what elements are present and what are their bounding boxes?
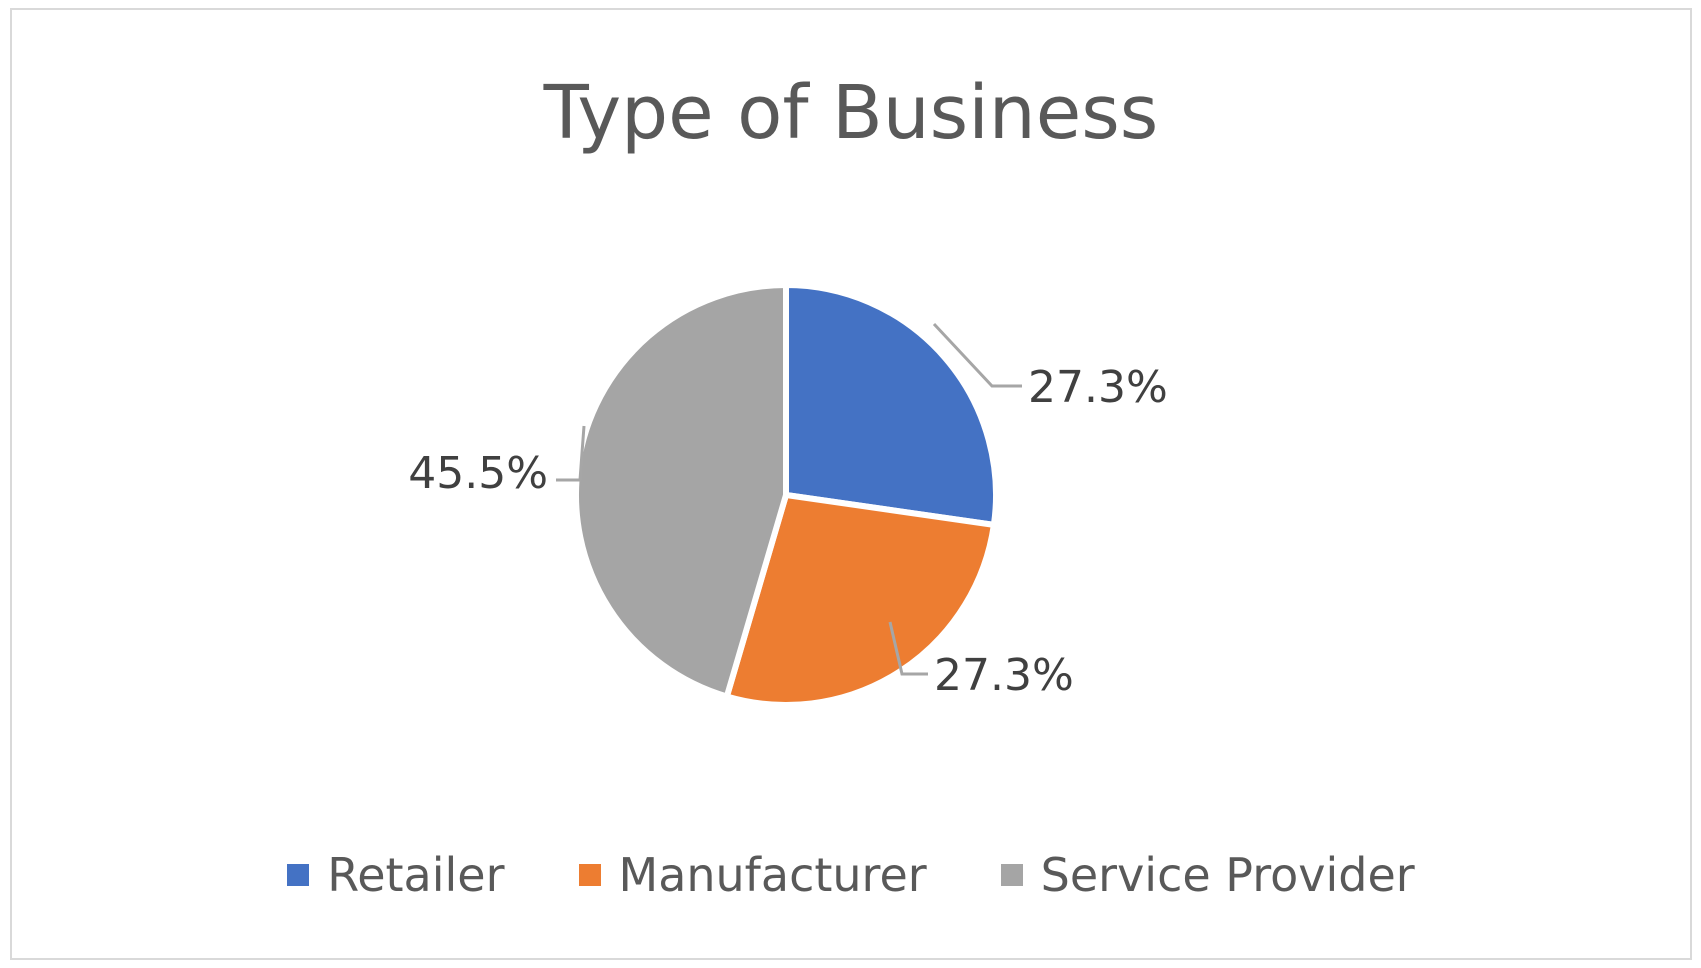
data-label-retailer: 27.3% bbox=[1028, 362, 1168, 413]
legend-label-service-provider: Service Provider bbox=[1040, 848, 1415, 902]
legend-item-manufacturer: Manufacturer bbox=[578, 848, 927, 902]
legend-item-retailer: Retailer bbox=[287, 848, 505, 902]
legend-label-retailer: Retailer bbox=[327, 848, 505, 902]
pie-chart: 27.3% 27.3% 45.5% bbox=[408, 282, 1168, 708]
chart-frame: Type of Business 27.3% 27.3% 45.5% Retaile… bbox=[10, 8, 1692, 960]
legend-swatch-manufacturer bbox=[578, 864, 601, 886]
legend-item-service-provider: Service Provider bbox=[1000, 848, 1415, 902]
pie-slice-manufacturer bbox=[723, 492, 997, 708]
legend-label-manufacturer: Manufacturer bbox=[618, 848, 927, 902]
leader-line-manufacturer bbox=[888, 621, 928, 676]
data-label-service-provider: 45.5% bbox=[408, 448, 548, 499]
pie-slice-retailer bbox=[783, 282, 999, 528]
leader-line-service-provider bbox=[556, 425, 586, 482]
data-label-manufacturer: 27.3% bbox=[934, 650, 1074, 701]
legend: Retailer Manufacturer Service Provider bbox=[12, 848, 1690, 902]
leader-line-retailer bbox=[932, 322, 1022, 388]
legend-swatch-service-provider bbox=[1000, 864, 1023, 886]
chart-title: Type of Business bbox=[543, 70, 1159, 156]
pie-slice-service-provider bbox=[573, 282, 789, 700]
legend-swatch-retailer bbox=[287, 864, 310, 886]
